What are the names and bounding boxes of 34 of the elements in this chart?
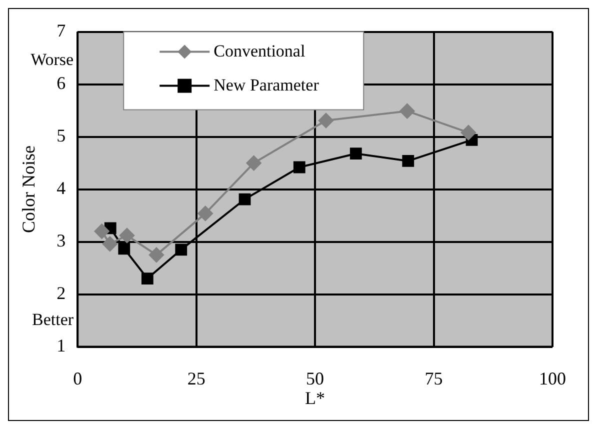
point bbox=[293, 161, 306, 174]
point bbox=[175, 244, 188, 256]
point bbox=[246, 156, 262, 171]
point bbox=[94, 224, 110, 239]
y-tick-label: 5 bbox=[56, 126, 66, 146]
text: Better bbox=[32, 310, 74, 330]
x-tick-label: 100 bbox=[539, 368, 566, 388]
point bbox=[318, 113, 334, 128]
text: Worse bbox=[30, 50, 74, 70]
y-axis-title: Color Noise bbox=[18, 146, 39, 234]
y-tick-label: 2 bbox=[56, 283, 66, 304]
y-tick-label: 3 bbox=[56, 230, 66, 251]
point bbox=[102, 236, 118, 252]
legend-label: Conventional bbox=[214, 41, 306, 60]
x-tick-label: 50 bbox=[306, 368, 324, 388]
y-tick-label: 1 bbox=[56, 336, 66, 356]
y-tick-label: 6 bbox=[56, 73, 66, 94]
point bbox=[350, 148, 362, 160]
point bbox=[460, 125, 476, 140]
y-tick-label: 7 bbox=[56, 20, 66, 41]
point bbox=[148, 247, 164, 262]
x-tick-label: 75 bbox=[424, 368, 443, 388]
x-tick-label: 0 bbox=[73, 368, 82, 388]
point bbox=[400, 104, 415, 119]
point bbox=[141, 272, 154, 284]
x-axis-title: L* bbox=[305, 388, 326, 408]
point bbox=[119, 228, 134, 243]
point bbox=[198, 206, 213, 221]
legend-label: New Parameter bbox=[214, 75, 320, 94]
y-tick-label: 4 bbox=[56, 178, 66, 198]
point bbox=[118, 242, 130, 255]
point bbox=[238, 193, 251, 206]
x-tick-label: 25 bbox=[187, 368, 206, 388]
point bbox=[402, 155, 414, 167]
